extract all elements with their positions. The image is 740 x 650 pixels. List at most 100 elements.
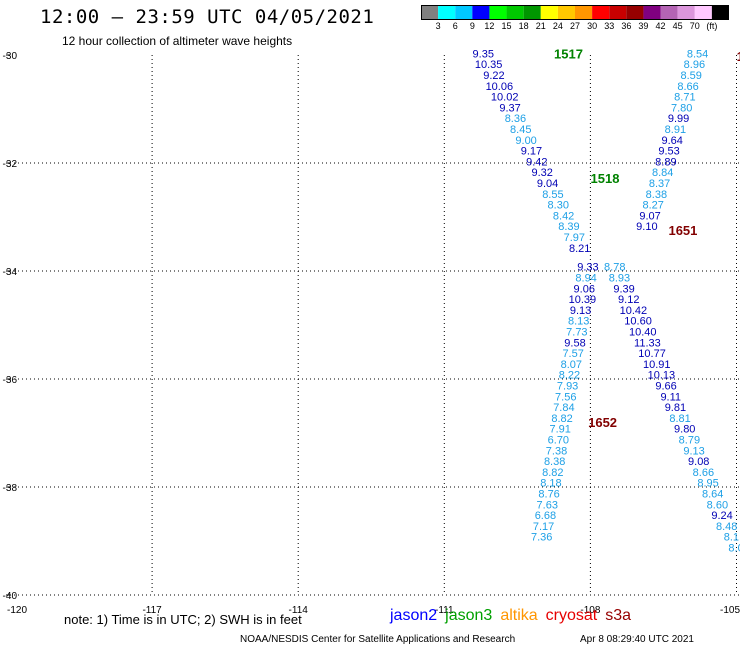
- wave-height-value: 8.55: [542, 189, 563, 201]
- colorbar-label: 21: [535, 21, 546, 31]
- wave-height-value: 9.13: [683, 445, 704, 457]
- wave-height-value: 9.37: [499, 102, 520, 114]
- y-tick-label: -32: [3, 159, 18, 170]
- y-tick-label: -38: [3, 483, 18, 494]
- wave-height-value: 10.02: [491, 92, 519, 104]
- wave-height-value: 8.48: [716, 521, 737, 533]
- wave-height-value: 7.57: [562, 348, 583, 360]
- wave-height-value: 9.66: [655, 380, 676, 392]
- track-A: 9.3510.359.2210.0610.029.378.368.459.009…: [473, 48, 591, 254]
- wave-height-value: 9.33: [577, 262, 598, 274]
- colorbar-label: 45: [672, 21, 683, 31]
- colorbar-swatch: [557, 5, 575, 20]
- wave-height-value: 8.96: [684, 59, 705, 71]
- colorbar-swatch: [489, 5, 507, 20]
- colorbar-swatch: [711, 5, 729, 20]
- wave-height-value: 8.21: [569, 243, 590, 255]
- wave-height-value: 9.12: [618, 294, 639, 306]
- colorbar-label: 18: [518, 21, 529, 31]
- pass-label: 1652: [588, 415, 617, 430]
- track-D: 8.788.939.399.1210.4210.6010.4011.3310.7…: [604, 262, 740, 555]
- colorbar-label: 30: [587, 21, 598, 31]
- wave-height-value: 8.79: [679, 434, 700, 446]
- wave-height-value: 8.22: [559, 370, 580, 382]
- wave-height-value: 7.91: [549, 424, 570, 436]
- wave-height-value: 8.59: [680, 70, 701, 82]
- wave-height-value: 10.91: [643, 359, 671, 371]
- pass-label: 1518: [591, 171, 620, 186]
- wave-height-value: 8.39: [558, 221, 579, 233]
- colorbar-swatch: [438, 5, 456, 20]
- colorbar-label: 70: [689, 21, 700, 31]
- wave-height-value: 8.38: [544, 456, 565, 468]
- legend-s3a: s3a: [605, 607, 632, 624]
- colorbar-swatch: [575, 5, 593, 20]
- wave-height-value: 9.53: [658, 146, 679, 158]
- wave-height-value: 8.36: [505, 113, 526, 125]
- colorbar-label: 42: [655, 21, 666, 31]
- colorbar-swatch: [523, 5, 541, 20]
- wave-height-value: 8.07: [561, 359, 582, 371]
- colorbar-labels: 3 6 9 12 15 18 21 24 27 30 33 36 39 42 45 70 (ft): [421, 21, 729, 33]
- colorbar-swatch: [540, 5, 558, 20]
- wave-height-value: 8.37: [649, 178, 670, 190]
- legend-jason3: jason3: [445, 607, 493, 624]
- wave-height-value: 9.06: [574, 283, 595, 295]
- wave-height-value: 10.13: [648, 370, 676, 382]
- track-C: 9.338.949.0610.399.138.137.739.587.578.0…: [531, 262, 599, 544]
- wave-height-value: 8.95: [697, 478, 718, 490]
- wave-height-value: 8.30: [548, 200, 569, 212]
- wave-height-value: 10.40: [629, 326, 657, 338]
- wave-height-value: 8.93: [609, 272, 630, 284]
- wave-height-value: 10.39: [569, 294, 597, 306]
- wave-height-value: 11.33: [634, 337, 661, 349]
- x-tick-label: -120: [7, 605, 27, 616]
- wave-height-value: 9.81: [665, 402, 686, 414]
- timestamp: Apr 8 08:29:40 UTC 2021: [580, 634, 694, 645]
- colorbar-swatch: [677, 5, 695, 20]
- wave-height-value: 9.00: [515, 135, 536, 147]
- credit-line: NOAA/NESDIS Center for Satellite Applica…: [240, 634, 516, 645]
- wave-height-value: 7.93: [557, 380, 578, 392]
- wave-height-value: 10.06: [486, 81, 514, 93]
- colorbar-swatch: [592, 5, 610, 20]
- wave-height-value: 8.82: [551, 413, 572, 425]
- wave-height-value: 8.42: [553, 210, 574, 222]
- legend-altika: altika: [500, 607, 538, 624]
- pass-label: 1651: [668, 223, 697, 238]
- x-tick-label: -114: [289, 605, 309, 616]
- colorbar-label: 39: [638, 21, 649, 31]
- y-tick-label: -40: [3, 591, 18, 602]
- wave-height-value: 9.42: [526, 156, 547, 168]
- footer-note: note: 1) Time is in UTC; 2) SWH is in fe…: [64, 612, 302, 627]
- y-tick-label: -30: [3, 51, 18, 62]
- wave-height-value: 10.77: [638, 348, 666, 360]
- wave-height-value: 8.60: [707, 499, 728, 511]
- wave-height-value: 6.68: [535, 510, 556, 522]
- colorbar-label: 27: [569, 21, 581, 31]
- wave-height-value: 7.63: [537, 499, 558, 511]
- colorbar-swatch: [694, 5, 712, 20]
- wave-height-value: 9.32: [531, 167, 552, 179]
- wave-height-value: 9.04: [537, 178, 558, 190]
- wave-height-value: 8.54: [687, 48, 708, 60]
- wave-height-value: 8.13: [568, 316, 589, 328]
- pass-label: 1650: [737, 49, 740, 64]
- colorbar-swatch: [421, 5, 439, 20]
- colorbar-label: 15: [501, 21, 512, 31]
- wave-height-value: 9.08: [688, 456, 709, 468]
- x-tick-label: -111: [435, 605, 454, 616]
- wave-height-value: 10.35: [475, 59, 503, 71]
- wave-height-value: 9.24: [711, 510, 732, 522]
- wave-height-value: 8.66: [693, 467, 714, 479]
- wave-height-value: 8.64: [702, 488, 723, 500]
- wave-height-value: 8.81: [669, 413, 690, 425]
- colorbar-swatch: [660, 5, 678, 20]
- wave-height-value: 9.58: [564, 337, 585, 349]
- wave-height-value: 10.42: [620, 305, 648, 317]
- wave-height-value: 8.71: [674, 92, 695, 104]
- pass-label: 1517: [554, 46, 583, 61]
- wave-height-value: 8.78: [604, 262, 625, 274]
- wave-height-value: 7.80: [671, 102, 692, 114]
- legend-jason2: jason2: [390, 607, 438, 624]
